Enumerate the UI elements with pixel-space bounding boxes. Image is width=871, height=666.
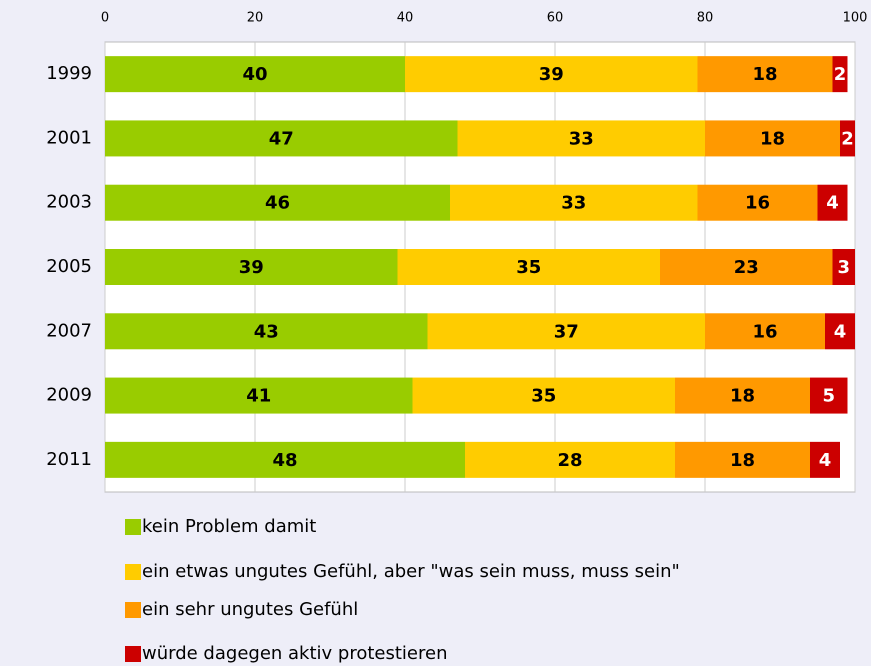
- x-tick-label: 20: [247, 11, 264, 26]
- bar-segment: [810, 441, 840, 478]
- y-tick-label: 2001: [46, 127, 92, 148]
- value-label: 2: [841, 128, 854, 149]
- y-tick-label: 2005: [46, 256, 92, 277]
- value-label: 4: [826, 193, 839, 214]
- value-label: 18: [730, 450, 755, 471]
- value-label: 43: [254, 321, 279, 342]
- bar-segment: [450, 184, 698, 221]
- bar-segment: [832, 249, 855, 285]
- value-label: 4: [834, 321, 847, 342]
- bar-segment: [675, 441, 810, 478]
- legend-label: würde dagegen aktiv protestieren: [142, 643, 447, 664]
- bar-segment: [397, 249, 660, 285]
- bar-segment: [105, 441, 465, 478]
- y-tick-label: 2009: [46, 385, 92, 406]
- value-label: 33: [569, 128, 594, 149]
- bar-segment: [697, 56, 833, 93]
- bar-segment: [457, 120, 705, 157]
- bar-segment: [105, 313, 428, 350]
- x-tick-label: 0: [101, 11, 109, 26]
- legend-swatch: [125, 602, 141, 618]
- x-tick-label: 60: [547, 11, 564, 26]
- x-tick-label: 100: [843, 11, 868, 26]
- value-label: 18: [760, 128, 785, 149]
- y-tick-label: 1999: [46, 63, 92, 84]
- value-label: 35: [516, 257, 541, 278]
- legend-swatch: [125, 519, 141, 535]
- value-label: 18: [752, 64, 777, 85]
- bar-segment: [105, 377, 413, 414]
- y-tick-label: 2007: [46, 320, 92, 341]
- bar-segment: [105, 120, 458, 157]
- x-tick-label: 80: [697, 11, 714, 26]
- bar-segment: [840, 120, 855, 157]
- bar-segment: [810, 377, 848, 414]
- x-tick-label: 40: [397, 11, 414, 26]
- value-label: 28: [557, 450, 582, 471]
- value-label: 35: [531, 386, 556, 407]
- legend-label: ein etwas ungutes Gefühl, aber "was sein…: [142, 561, 680, 582]
- bar-segment: [427, 313, 705, 350]
- value-label: 33: [561, 193, 586, 214]
- bar-segment: [675, 377, 810, 414]
- value-label: 40: [242, 64, 267, 85]
- bar-segment: [825, 313, 855, 350]
- y-tick-label: 2011: [46, 449, 92, 470]
- value-label: 4: [819, 450, 832, 471]
- value-label: 18: [730, 386, 755, 407]
- bar-segment: [660, 249, 833, 285]
- bar-segment: [705, 120, 840, 157]
- y-tick-label: 2003: [46, 192, 92, 213]
- value-label: 48: [272, 450, 297, 471]
- value-label: 37: [554, 321, 579, 342]
- value-label: 16: [752, 321, 777, 342]
- value-label: 2: [834, 64, 847, 85]
- legend-label: kein Problem damit: [142, 516, 316, 537]
- bar-segment: [412, 377, 675, 414]
- bar-segment: [405, 56, 698, 93]
- value-label: 47: [269, 128, 294, 149]
- bar-segment: [697, 184, 818, 221]
- value-label: 41: [246, 386, 271, 407]
- value-label: 46: [265, 193, 290, 214]
- value-label: 39: [239, 257, 264, 278]
- value-label: 39: [539, 64, 564, 85]
- value-label: 23: [734, 257, 759, 278]
- bar-segment: [705, 313, 825, 350]
- bar-segment: [105, 56, 405, 93]
- value-label: 3: [837, 257, 850, 278]
- bar-segment: [105, 184, 450, 221]
- legend-swatch: [125, 564, 141, 580]
- value-label: 16: [745, 193, 770, 214]
- bar-segment: [817, 184, 848, 221]
- value-label: 5: [822, 386, 835, 407]
- legend-swatch: [125, 646, 141, 662]
- legend-label: ein sehr ungutes Gefühl: [142, 599, 358, 620]
- bar-segment: [832, 56, 848, 93]
- bar-segment: [465, 441, 675, 478]
- bar-segment: [105, 249, 398, 285]
